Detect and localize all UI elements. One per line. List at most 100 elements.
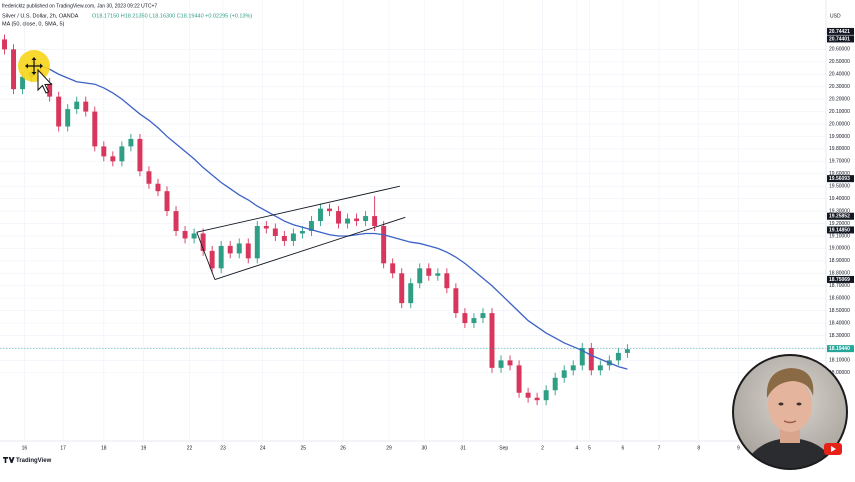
- candle-body: [245, 243, 251, 259]
- brand: TradingView: [3, 457, 52, 464]
- y-tick-label: 20.40000: [829, 72, 850, 78]
- candle-body: [191, 233, 197, 239]
- candle-body: [209, 250, 215, 269]
- price-label-box: [827, 35, 854, 43]
- mouth: [783, 420, 797, 424]
- subscribe-badge: [824, 443, 842, 455]
- y-tick-label: 18.40000: [829, 320, 850, 326]
- x-tick-label: 7: [658, 445, 661, 451]
- y-tick-label: 18.00000: [829, 370, 850, 376]
- candle-body: [254, 226, 260, 259]
- candle-body: [453, 288, 459, 314]
- x-tick-label: 9: [737, 445, 740, 451]
- x-tick-label: 30: [422, 445, 428, 451]
- candle-body: [381, 226, 387, 264]
- y-tick-label: 19.00000: [829, 246, 850, 252]
- price-label-box: [827, 175, 854, 183]
- candle-body: [182, 231, 188, 239]
- candle-body: [525, 392, 531, 398]
- x-tick-label: 17: [60, 445, 66, 451]
- x-tick-label: 19: [141, 445, 147, 451]
- moving-average: [31, 61, 628, 370]
- candle-body: [227, 245, 233, 254]
- price-label: 19.25852: [829, 214, 850, 220]
- price-label-box: [827, 27, 854, 35]
- cursor: [18, 50, 53, 94]
- candle-body: [408, 283, 414, 304]
- eye: [778, 402, 784, 406]
- candle-body: [534, 397, 540, 401]
- price-label: 18.75069: [829, 277, 850, 283]
- y-tick-label: 19.40000: [829, 196, 850, 202]
- x-tick-label: 5: [588, 445, 591, 451]
- y-tick-label: 18.70000: [829, 283, 850, 289]
- candle-body: [354, 218, 360, 222]
- price-label-box: [827, 226, 854, 234]
- price-label: 19.56093: [829, 176, 850, 182]
- currency: USD: [830, 13, 841, 19]
- x-tick-label: 16: [22, 445, 28, 451]
- y-tick-label: 18.60000: [829, 296, 850, 302]
- webcam: [733, 355, 847, 469]
- brand-name: TradingView: [16, 458, 52, 464]
- y-tick-label: 18.80000: [829, 271, 850, 277]
- y-tick-label: 19.70000: [829, 159, 850, 165]
- candle-body: [624, 349, 630, 353]
- y-tick-label: 19.30000: [829, 208, 850, 214]
- y-tick-label: 18.90000: [829, 258, 850, 264]
- candle-body: [200, 233, 206, 251]
- candle-body: [516, 365, 522, 393]
- shirt: [740, 438, 840, 469]
- candle-body: [20, 76, 26, 90]
- last-price-box: [827, 345, 854, 353]
- candle-body: [11, 49, 17, 90]
- candle-body: [579, 347, 585, 366]
- trendline: [196, 185, 401, 233]
- candle-body: [426, 268, 432, 276]
- y-tick-label: 19.20000: [829, 221, 850, 227]
- candle-body: [498, 360, 504, 368]
- candle-body: [47, 82, 53, 97]
- y-tick-label: 19.80000: [829, 146, 850, 152]
- candle-body: [281, 235, 287, 241]
- candle-body: [444, 273, 450, 289]
- y-tick-label: 20.00000: [829, 121, 850, 127]
- axes: 18.0000018.1000018.2000018.3000018.40000…: [22, 27, 854, 451]
- grid: [0, 0, 826, 440]
- x-tick-label: Sep: [499, 445, 508, 451]
- candle-body: [480, 313, 486, 319]
- candle-body: [561, 370, 567, 378]
- candle-body: [173, 211, 179, 231]
- brand-logo: [3, 457, 15, 463]
- y-tick-label: 18.50000: [829, 308, 850, 314]
- candle-body: [489, 313, 495, 368]
- publisher: fredericktz published on TradingView.com…: [2, 3, 157, 9]
- x-tick-label: 31: [460, 445, 466, 451]
- face: [768, 378, 812, 432]
- y-tick-label: 20.50000: [829, 59, 850, 65]
- x-tick-label: 22: [187, 445, 193, 451]
- y-tick-label: 19.90000: [829, 134, 850, 140]
- y-tick-label: 18.10000: [829, 358, 850, 364]
- symbol: Silver / U.S. Dollar, 2h, OANDA: [2, 13, 79, 19]
- x-tick-label: 8: [697, 445, 700, 451]
- candle-body: [399, 273, 405, 304]
- x-tick-label: 29: [386, 445, 392, 451]
- y-tick-label: 19.10000: [829, 233, 850, 239]
- webcam-border: [732, 354, 848, 470]
- indicator-legend: MA (50, close, 0, SMA, 5): [2, 21, 65, 27]
- price-label: 19.14850: [829, 227, 850, 233]
- candle-body: [435, 273, 441, 276]
- price-label: 20.74401: [829, 36, 850, 42]
- candle-body: [218, 245, 224, 269]
- eye: [796, 402, 802, 406]
- candle-body: [507, 360, 513, 366]
- candle-body: [290, 233, 296, 241]
- x-tick-label: 4: [575, 445, 578, 451]
- candle-body: [128, 138, 134, 147]
- candle-body: [317, 208, 323, 222]
- x-tick-label: 2: [541, 445, 544, 451]
- ohlc: O18.17150 H18.21350 L18.16300 C18.19440 …: [92, 13, 252, 19]
- plot-area: [0, 34, 826, 406]
